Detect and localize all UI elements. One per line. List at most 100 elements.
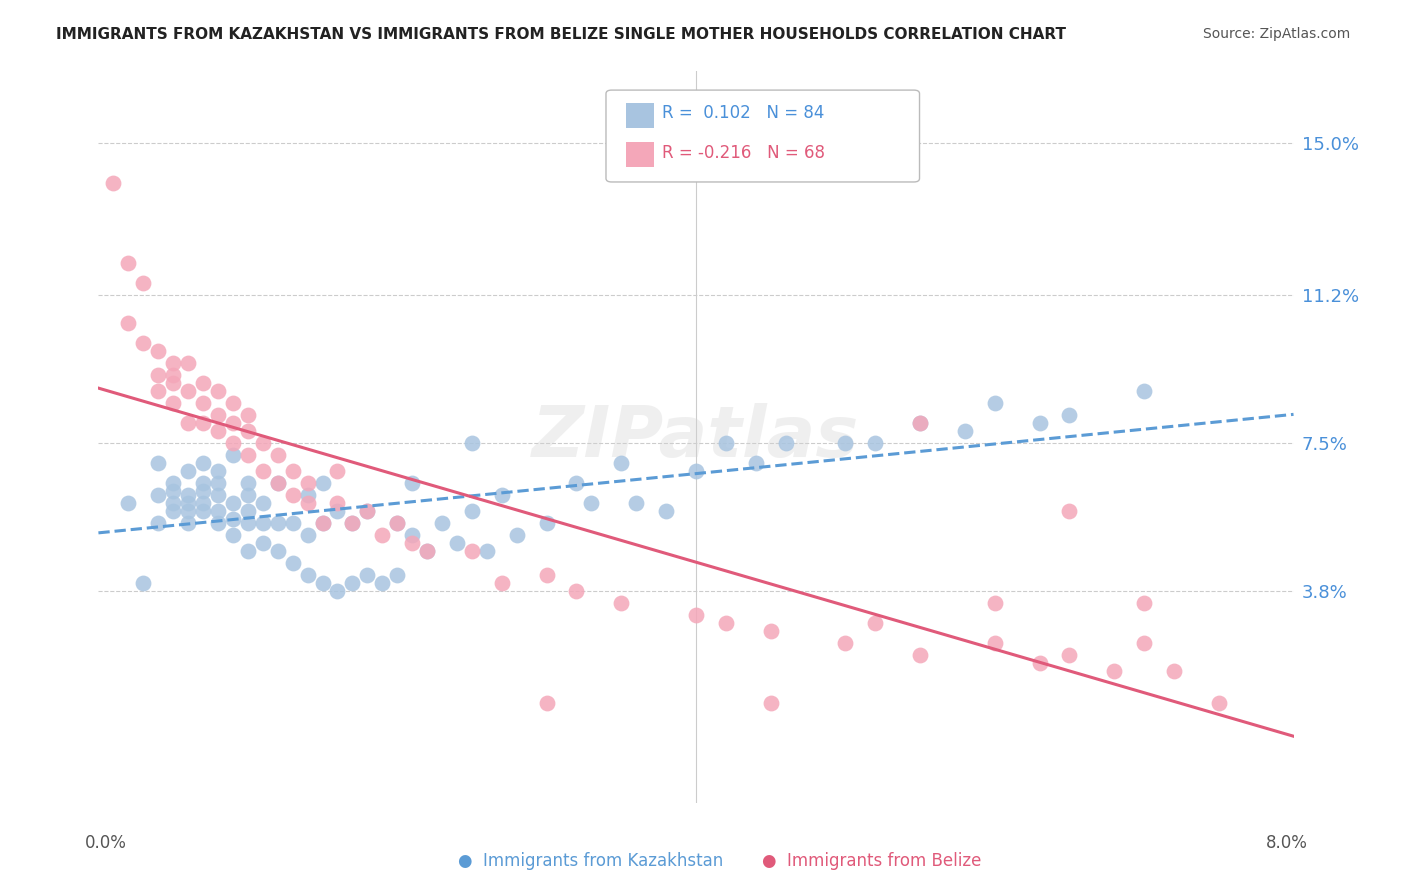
Point xyxy=(236,504,259,518)
Point xyxy=(236,516,259,530)
Point xyxy=(1133,596,1156,610)
Point xyxy=(1133,636,1156,650)
Point xyxy=(610,596,633,610)
Point xyxy=(1059,408,1081,422)
Text: 0.0%: 0.0% xyxy=(84,834,127,852)
Point xyxy=(475,544,498,558)
Point xyxy=(326,584,349,599)
Point xyxy=(297,568,319,582)
Point xyxy=(148,368,170,383)
Point xyxy=(117,316,139,330)
Point xyxy=(162,476,184,491)
Point xyxy=(491,488,513,502)
Point xyxy=(297,496,319,510)
Text: Source: ZipAtlas.com: Source: ZipAtlas.com xyxy=(1202,27,1350,41)
Point xyxy=(655,504,678,518)
Point xyxy=(401,536,423,550)
Point xyxy=(177,356,200,370)
Point xyxy=(177,384,200,398)
Point xyxy=(207,488,229,502)
Point xyxy=(207,476,229,491)
Point xyxy=(865,436,887,450)
Point xyxy=(177,488,200,502)
Point xyxy=(1208,696,1230,710)
Point xyxy=(1059,648,1081,662)
Point xyxy=(267,476,290,491)
Point xyxy=(416,544,439,558)
Point xyxy=(252,464,274,478)
Point xyxy=(281,516,304,530)
Point xyxy=(385,516,409,530)
Point xyxy=(385,568,409,582)
Point xyxy=(610,456,633,470)
Point xyxy=(834,436,856,450)
Point xyxy=(177,504,200,518)
Point xyxy=(342,516,364,530)
Point xyxy=(162,356,184,370)
Point xyxy=(1133,384,1156,398)
Point xyxy=(222,512,245,526)
Point xyxy=(491,576,513,591)
Point xyxy=(162,496,184,510)
Point xyxy=(342,576,364,591)
Point xyxy=(191,504,214,518)
Point xyxy=(132,576,155,591)
Point xyxy=(342,516,364,530)
Point xyxy=(775,436,797,450)
Point xyxy=(207,408,229,422)
Point xyxy=(984,636,1007,650)
Point xyxy=(536,696,558,710)
Point xyxy=(626,496,648,510)
Point xyxy=(162,376,184,391)
Point xyxy=(162,483,184,498)
Point xyxy=(1028,416,1050,430)
Point xyxy=(177,516,200,530)
Point xyxy=(117,496,139,510)
Point xyxy=(281,488,304,502)
Text: 8.0%: 8.0% xyxy=(1265,834,1308,852)
Point xyxy=(461,436,484,450)
Point xyxy=(430,516,453,530)
Text: ●  Immigrants from Belize: ● Immigrants from Belize xyxy=(762,852,981,870)
Point xyxy=(311,476,333,491)
Point xyxy=(1163,664,1185,678)
Point xyxy=(281,464,304,478)
Point xyxy=(222,436,245,450)
Point xyxy=(401,528,423,542)
Point xyxy=(162,368,184,383)
Point xyxy=(297,528,319,542)
Text: ZIPatlas: ZIPatlas xyxy=(533,402,859,472)
Point xyxy=(236,424,259,438)
Point xyxy=(236,408,259,422)
Point xyxy=(236,544,259,558)
Point xyxy=(984,396,1007,410)
Point xyxy=(148,384,170,398)
Point xyxy=(326,464,349,478)
Point xyxy=(177,416,200,430)
Point xyxy=(236,448,259,462)
Text: R =  0.102   N = 84: R = 0.102 N = 84 xyxy=(662,104,824,122)
Text: ●  Immigrants from Kazakhstan: ● Immigrants from Kazakhstan xyxy=(458,852,723,870)
Point xyxy=(297,476,319,491)
Point xyxy=(207,384,229,398)
Point xyxy=(252,436,274,450)
Point xyxy=(191,483,214,498)
Point xyxy=(759,696,782,710)
Point xyxy=(565,476,588,491)
Point xyxy=(953,424,976,438)
Point xyxy=(984,596,1007,610)
Point xyxy=(1104,664,1126,678)
Point xyxy=(371,576,394,591)
Point xyxy=(207,424,229,438)
Point xyxy=(714,436,737,450)
Point xyxy=(177,496,200,510)
Point xyxy=(132,276,155,290)
Point xyxy=(191,496,214,510)
Point xyxy=(1059,504,1081,518)
Point xyxy=(865,615,887,630)
Point xyxy=(759,624,782,638)
Point xyxy=(714,615,737,630)
Point xyxy=(177,464,200,478)
Point xyxy=(252,496,274,510)
Point xyxy=(207,504,229,518)
